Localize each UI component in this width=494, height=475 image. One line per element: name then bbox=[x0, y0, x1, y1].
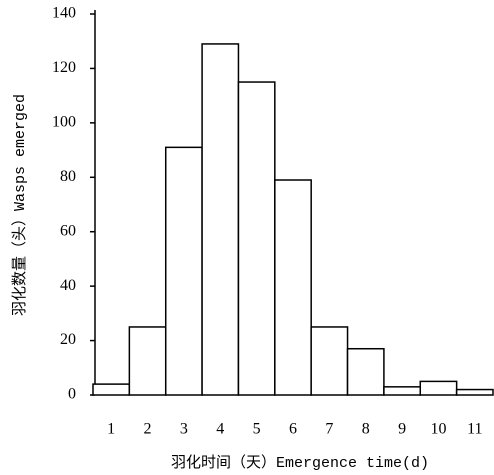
bar bbox=[274, 179, 312, 396]
y-tick-label: 140 bbox=[52, 5, 76, 22]
x-tick-label: 4 bbox=[216, 421, 224, 438]
bar bbox=[164, 146, 203, 396]
x-tick-label: 3 bbox=[180, 421, 188, 438]
bar bbox=[128, 326, 167, 396]
x-tick-label: 7 bbox=[325, 421, 333, 438]
bar bbox=[237, 81, 276, 396]
bar bbox=[455, 388, 494, 396]
y-axis-title: 羽化数量（头）Wasps emerged bbox=[11, 94, 29, 316]
bar bbox=[201, 43, 240, 396]
y-tick-label: 120 bbox=[52, 59, 76, 76]
y-tick-label: 100 bbox=[52, 114, 76, 131]
x-tick-label: 5 bbox=[253, 421, 261, 438]
bar bbox=[383, 386, 422, 396]
x-tick-label: 8 bbox=[362, 421, 370, 438]
y-tick-label: 0 bbox=[68, 386, 76, 403]
x-tick-label: 2 bbox=[144, 421, 152, 438]
x-tick-label: 1 bbox=[107, 421, 115, 438]
y-tick-label: 60 bbox=[60, 222, 76, 239]
bar bbox=[419, 380, 458, 396]
x-axis-title: 羽化时间（天）Emergence time(d) bbox=[171, 454, 429, 472]
bar bbox=[310, 326, 349, 396]
y-tick-label: 40 bbox=[60, 277, 76, 294]
x-tick-label: 10 bbox=[430, 421, 446, 438]
y-tick-label: 80 bbox=[60, 168, 76, 185]
bar bbox=[92, 383, 131, 396]
y-tick-label: 20 bbox=[60, 331, 76, 348]
x-tick-label: 9 bbox=[398, 421, 406, 438]
bar bbox=[346, 347, 385, 396]
x-tick-label: 11 bbox=[467, 421, 482, 438]
x-tick-label: 6 bbox=[289, 421, 297, 438]
